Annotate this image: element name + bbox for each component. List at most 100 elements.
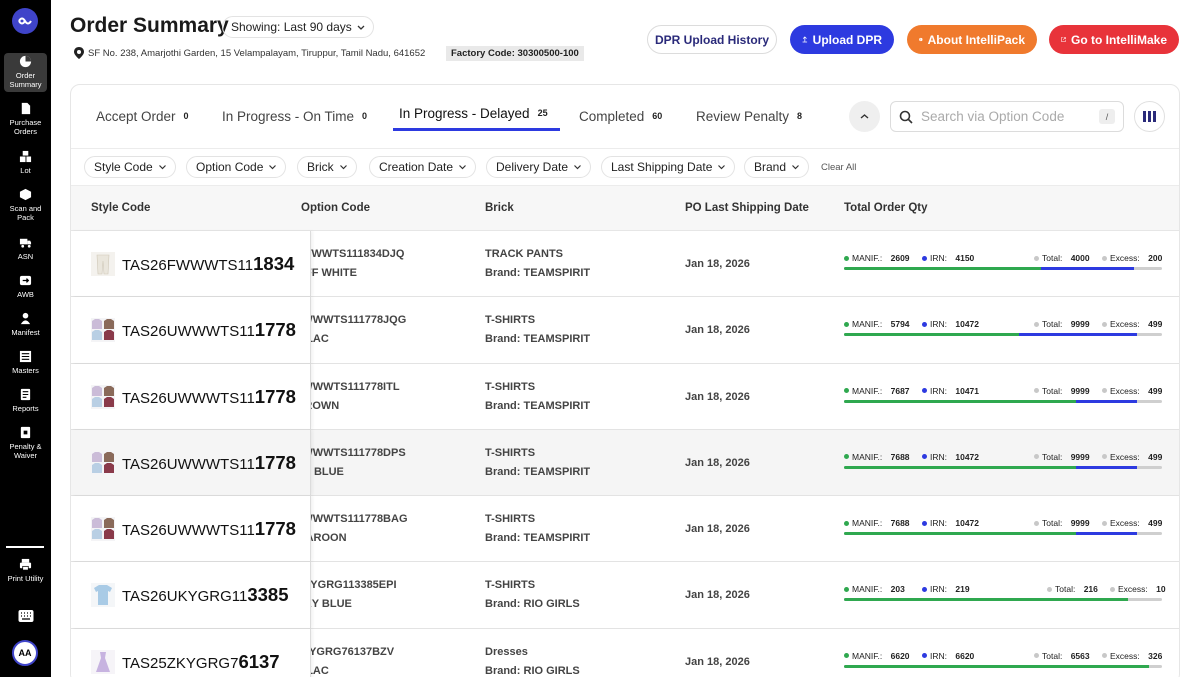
chevron-down-icon xyxy=(792,164,799,169)
tab-in-progress-delayed[interactable]: In Progress - Delayed 25 xyxy=(399,102,548,124)
table-row[interactable]: TAS26UWWWTS111778 TAS26UWWWTS111778ITL C… xyxy=(71,363,1179,430)
table-row[interactable]: TAS26UWWWTS111778 TAS26UWWWTS111778BAG C… xyxy=(71,496,1179,563)
dpr-upload-history-button[interactable]: DPR Upload History xyxy=(647,25,777,54)
style-code[interactable]: TAS26UWWWTS111778 xyxy=(122,452,296,474)
brick-value: T-SHIRTS xyxy=(485,446,536,459)
sidebar-item-print-utility[interactable]: Print Utility xyxy=(4,558,47,583)
column-header-style-code[interactable]: Style Code xyxy=(91,202,151,214)
tshirts-thumbnail xyxy=(91,517,115,542)
filter-label: Option Code xyxy=(196,160,264,174)
irn-value: 10472 xyxy=(955,319,980,330)
sidebar-item-lot[interactable]: Lot xyxy=(4,150,47,175)
style-code[interactable]: TAS26UWWWTS111778 xyxy=(122,518,296,540)
filter-option-code[interactable]: Option Code xyxy=(186,156,287,178)
tab-count: 0 xyxy=(183,111,189,121)
table-row[interactable]: TAS26UWWWTS111778 TAS26UWWWTS111778JQG C… xyxy=(71,297,1179,364)
total-value: 9999 xyxy=(1070,385,1090,396)
sidebar-item-masters[interactable]: Masters xyxy=(4,350,47,375)
column-header-total-order-qty[interactable]: Total Order Qty xyxy=(844,202,928,214)
filter-delivery-date[interactable]: Delivery Date xyxy=(486,156,592,178)
sidebar-item-manifest[interactable]: Manifest xyxy=(4,312,47,337)
total-order-qty: MANIF.: 2609 IRN: 4150 Total: 4000 Exces… xyxy=(844,253,1162,277)
filter-last-shipping-date[interactable]: Last Shipping Date xyxy=(601,156,736,178)
go-to-intellimake-button[interactable]: Go to IntelliMake xyxy=(1049,25,1179,54)
irn-label: IRN: xyxy=(930,584,947,595)
search-box[interactable]: / xyxy=(890,101,1124,132)
tab-in-progress-on-time[interactable]: In Progress - On Time 0 xyxy=(222,105,367,127)
grey-dot-icon xyxy=(1102,321,1107,327)
app-logo[interactable] xyxy=(12,8,38,34)
manif-qty: MANIF.: 7688 xyxy=(844,518,910,528)
blue-dot-icon xyxy=(922,321,927,327)
avatar[interactable]: AA xyxy=(12,640,38,666)
filter-brick[interactable]: Brick xyxy=(297,156,357,178)
style-code[interactable]: TAS26UWWWTS111778 xyxy=(122,319,296,341)
irn-qty: IRN: 219 xyxy=(922,584,970,594)
sidebar-item-label: Manifest xyxy=(11,328,40,337)
excess-value: 499 xyxy=(1148,385,1163,396)
column-header-option-code[interactable]: Option Code xyxy=(301,202,370,214)
style-code-cell: TAS26UWWWTS111778 xyxy=(71,363,311,429)
irn-progress-fill xyxy=(1076,399,1138,403)
clear-all-filters-link[interactable]: Clear All xyxy=(821,162,857,173)
filter-brand[interactable]: Brand xyxy=(744,156,810,178)
column-header-brick[interactable]: Brick xyxy=(485,202,514,214)
sidebar-item-asn[interactable]: ASN xyxy=(4,236,47,261)
style-code-prefix: TAS26UWWWTS11 xyxy=(122,522,255,540)
style-code[interactable]: TAS26UWWWTS111778 xyxy=(122,386,296,408)
button-label: DPR Upload History xyxy=(655,32,770,47)
keyboard-shortcuts-button[interactable] xyxy=(4,609,47,626)
po-last-shipping-date: Jan 18, 2026 xyxy=(685,456,750,469)
green-dot-icon xyxy=(844,586,849,592)
chevron-down-icon xyxy=(269,164,277,169)
irn-qty: IRN: 6620 xyxy=(922,651,974,661)
grey-dot-icon xyxy=(1102,255,1107,261)
sidebar-item-reports[interactable]: Reports xyxy=(4,388,47,413)
about-intellipack-button[interactable]: About IntelliPack xyxy=(907,25,1037,54)
excess-qty: Excess: 200 xyxy=(1102,253,1162,263)
table-header: Style Code Option Code Brick PO Last Shi… xyxy=(71,186,1179,231)
table-row[interactable]: TAS26UKYGRG113385 TAS26UKYGRG113385EPI C… xyxy=(71,562,1179,629)
search-input[interactable] xyxy=(921,109,1091,124)
irn-value: 10471 xyxy=(955,385,980,396)
sidebar-item-scan-and-pack[interactable]: Scan and Pack xyxy=(4,188,47,222)
column-header-po-last-shipping-date[interactable]: PO Last Shipping Date xyxy=(685,202,809,214)
table-row[interactable]: TAS26UWWWTS111778 TAS26UWWWTS111778DPS C… xyxy=(71,429,1179,497)
filter-style-code[interactable]: Style Code xyxy=(84,156,176,178)
sidebar-item-awb[interactable]: AWB xyxy=(4,274,47,299)
grey-dot-icon xyxy=(1034,321,1039,327)
chevron-up-icon xyxy=(860,114,869,119)
kids-tshirt-thumbnail xyxy=(91,583,115,608)
brick-value: T-SHIRTS xyxy=(485,314,536,327)
location-pin-icon xyxy=(74,47,84,59)
filter-creation-date[interactable]: Creation Date xyxy=(369,156,477,178)
manif-progress-fill xyxy=(844,598,1128,602)
brand-value: Brand: TEAMSPIRIT xyxy=(485,267,591,279)
column-settings-button[interactable] xyxy=(1134,101,1165,132)
irn-label: IRN: xyxy=(930,253,947,263)
style-code[interactable]: TAS26UKYGRG113385 xyxy=(122,584,288,606)
style-code[interactable]: TAS26FWWWTS111834 xyxy=(122,253,294,275)
manif-qty: MANIF.: 6620 xyxy=(844,651,910,661)
irn-label: IRN: xyxy=(930,451,947,462)
style-code[interactable]: TAS25ZKYGRG76137 xyxy=(122,651,280,673)
status-tabs: Accept Order 0 In Progress - On Time 0 I… xyxy=(71,85,1179,149)
manif-qty: MANIF.: 5794 xyxy=(844,319,910,329)
tab-accept-order[interactable]: Accept Order 0 xyxy=(96,105,189,127)
qty-progress-bar xyxy=(844,333,1162,337)
period-selector[interactable]: Showing: Last 90 days xyxy=(222,16,374,38)
collapse-button[interactable] xyxy=(849,101,880,132)
tab-review-penalty[interactable]: Review Penalty 8 xyxy=(696,105,802,127)
tshirts-thumbnail xyxy=(91,318,115,343)
sidebar-item-purchase-orders[interactable]: Purchase Orders xyxy=(4,102,47,136)
excess-value: 499 xyxy=(1148,319,1163,330)
blue-dot-icon xyxy=(922,388,927,394)
manif-progress-fill xyxy=(844,333,1020,337)
sidebar-item-penalty-waiver[interactable]: Penalty & Waiver xyxy=(4,426,47,460)
upload-dpr-button[interactable]: Upload DPR xyxy=(790,25,894,54)
table-row[interactable]: TAS25ZKYGRG76137 TAS25ZKYGRG76137BZV Col… xyxy=(71,628,1179,677)
tab-completed[interactable]: Completed 60 xyxy=(579,105,662,127)
table-row[interactable]: TAS26FWWWTS111834 TAS26FWWWTS111834DJQ C… xyxy=(71,231,1179,298)
sidebar-item-order-summary[interactable]: Order Summary xyxy=(4,53,47,92)
